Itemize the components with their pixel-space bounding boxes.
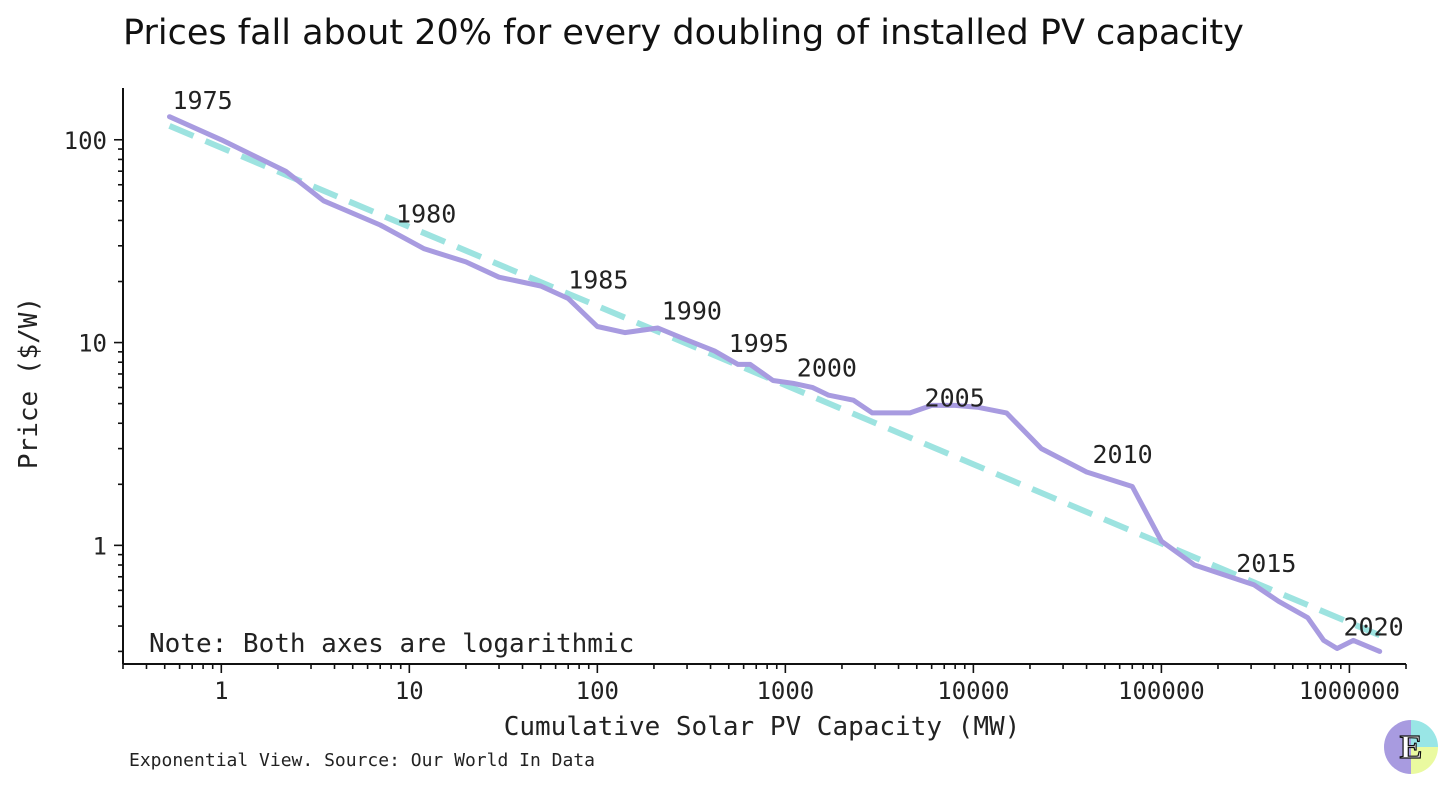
logo-segment [1411,747,1438,774]
year-annotation: 2020 [1343,612,1403,641]
x-axis-ticks: 1 10 100 1000 10000 100000 1000000 [122,664,1407,705]
year-annotation: 1990 [662,296,722,325]
year-annotation: 2005 [925,383,985,412]
y-tick-label: 1 [93,532,107,560]
year-annotation: 2015 [1236,549,1296,578]
x-tick-label: 1 [214,677,228,705]
logo-segment [1384,720,1411,747]
x-tick-label: 100 [576,677,619,705]
x-tick-label: 10000 [937,677,1009,705]
x-tick-label: 1000 [756,677,814,705]
y-tick-label: 100 [64,127,107,155]
y-tick-label: 10 [78,330,107,358]
logo-letter: E [1400,729,1423,766]
axes-note: Note: Both axes are logarithmic [149,629,634,659]
year-annotation: 1995 [729,329,789,358]
year-annotation: 2010 [1092,440,1152,469]
x-tick-label: 1000000 [1299,677,1400,705]
y-axis-title: Price ($/W) [14,297,44,469]
exponential-view-logo: E [1384,720,1438,774]
y-axis-ticks: 1 10 100 [64,127,123,653]
year-annotation: 1975 [172,86,232,115]
logo-segment [1384,747,1411,774]
x-tick-label: 100000 [1118,677,1205,705]
chart-title: Prices fall about 20% for every doubling… [123,13,1244,53]
source-text: Exponential View. Source: Our World In D… [129,750,595,771]
x-axis-title: Cumulative Solar PV Capacity (MW) [504,712,1021,742]
year-annotation: 2000 [797,354,857,383]
x-tick-label: 10 [395,677,424,705]
logo-segment [1411,720,1438,747]
price-line [167,114,1383,654]
year-annotation: 1980 [396,200,456,229]
year-annotation: 1985 [568,265,628,294]
